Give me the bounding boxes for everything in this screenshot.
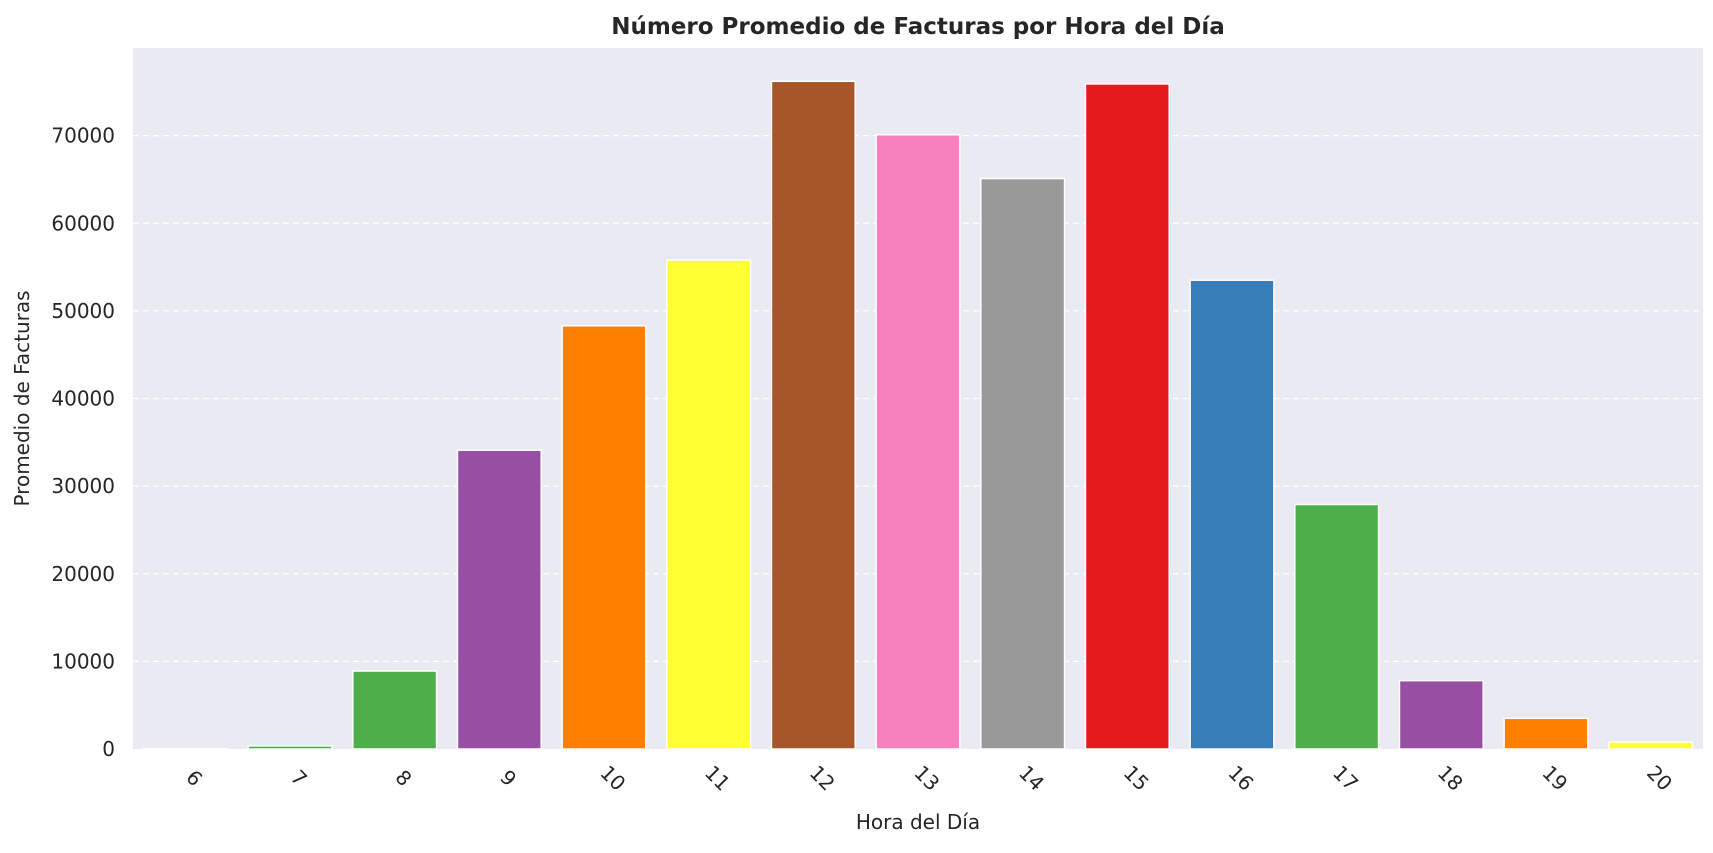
- x-tick-label: 11: [700, 761, 735, 796]
- y-axis-label: Promedio de Facturas: [10, 290, 34, 506]
- x-tick-label: 9: [495, 765, 521, 791]
- x-tick-label: 10: [595, 761, 630, 796]
- x-tick-label: 14: [1014, 761, 1049, 796]
- y-tick-label: 0: [102, 737, 115, 761]
- y-tick-label: 20000: [51, 562, 115, 586]
- y-tick-label: 40000: [51, 387, 115, 411]
- x-tick-label: 15: [1119, 761, 1154, 796]
- x-tick-label: 17: [1328, 761, 1363, 796]
- x-axis-label: Hora del Día: [856, 810, 980, 834]
- bar-hour-7: [248, 746, 332, 749]
- bar-hour-20: [1609, 742, 1693, 749]
- x-tick-label: 7: [286, 765, 312, 791]
- y-tick-label: 60000: [51, 211, 115, 235]
- bar-hour-9: [457, 450, 541, 749]
- bar-hour-12: [771, 81, 855, 749]
- bar-hour-14: [981, 179, 1065, 749]
- bar-hour-19: [1504, 718, 1588, 749]
- bar-hour-16: [1190, 280, 1274, 749]
- chart-title: Número Promedio de Facturas por Hora del…: [611, 14, 1225, 40]
- x-tick-label: 12: [805, 761, 840, 796]
- bar-hour-8: [353, 671, 437, 749]
- x-tick-label: 19: [1537, 761, 1572, 796]
- y-axis-ticks: 0 10000 20000 30000 40000 50000 60000 70000: [51, 124, 115, 761]
- y-tick-label: 10000: [51, 649, 115, 673]
- bar-hour-10: [562, 326, 646, 749]
- y-tick-label: 50000: [51, 299, 115, 323]
- x-axis-ticks: 6 7 8 9 10 11 12 13 14 15 16 17 18 19 20: [181, 761, 1677, 796]
- y-tick-label: 70000: [51, 124, 115, 148]
- x-tick-label: 8: [391, 765, 417, 791]
- bar-hour-11: [667, 260, 751, 749]
- x-tick-label: 13: [909, 761, 944, 796]
- x-tick-label: 18: [1433, 761, 1468, 796]
- bar-hour-13: [876, 135, 960, 749]
- y-tick-label: 30000: [51, 474, 115, 498]
- bar-hour-18: [1399, 681, 1483, 749]
- x-tick-label: 6: [181, 765, 207, 791]
- x-tick-label: 16: [1223, 761, 1258, 796]
- bar-hour-17: [1295, 505, 1379, 749]
- bar-hour-15: [1085, 84, 1169, 749]
- x-tick-label: 20: [1642, 761, 1677, 796]
